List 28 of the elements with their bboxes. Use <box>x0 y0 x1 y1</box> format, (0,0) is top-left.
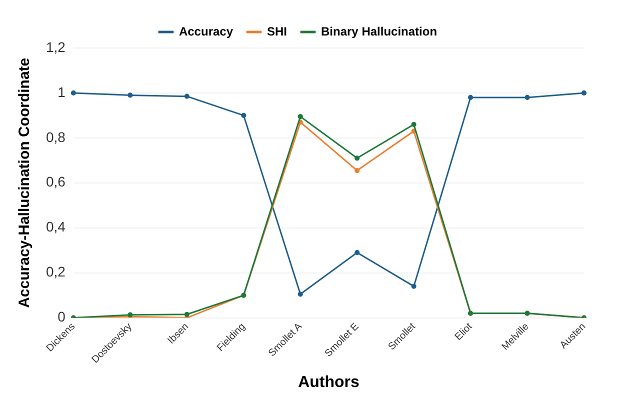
point <box>298 292 303 297</box>
point <box>581 90 587 96</box>
point <box>354 168 360 174</box>
legend-label: SHI <box>267 24 288 38</box>
y-tick-label: 1 <box>58 84 66 100</box>
y-tick-label: 1,2 <box>46 38 66 55</box>
y-tick-label: 0,8 <box>46 128 66 145</box>
point <box>241 112 246 118</box>
point <box>184 312 190 317</box>
y-tick-label: 0,4 <box>46 218 66 235</box>
y-tick-label: 0 <box>58 308 66 325</box>
legend-label: Binary Hallucination <box>321 24 438 38</box>
x-axis-title: Authors <box>298 374 360 391</box>
point <box>70 90 76 96</box>
point <box>468 94 474 100</box>
point <box>354 250 360 256</box>
y-tick-label: 0,6 <box>46 174 66 190</box>
point <box>411 284 416 289</box>
x-tick-label: Eliot <box>453 321 475 343</box>
point <box>184 94 190 99</box>
y-axis-title: Accuracy-Hallucination Coordinate <box>16 58 34 308</box>
point <box>128 92 133 98</box>
y-tick-label: 0,2 <box>46 264 66 280</box>
point <box>298 114 303 120</box>
legend-label: Accuracy <box>178 24 234 38</box>
point <box>411 122 416 127</box>
point <box>354 156 360 161</box>
point <box>524 94 530 100</box>
